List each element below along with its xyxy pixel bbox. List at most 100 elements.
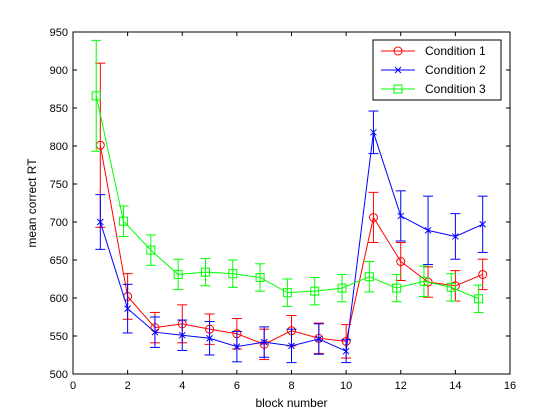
data-point (178, 331, 186, 339)
data-point (479, 220, 487, 228)
marker-stroke (342, 347, 350, 355)
series-3 (91, 39, 484, 313)
y-tick-label: 700 (50, 217, 68, 229)
x-tick-label: 12 (395, 380, 407, 392)
data-point (370, 128, 377, 136)
legend-item: Condition 2 (381, 63, 486, 77)
marker-stroke (151, 328, 159, 336)
data-point (260, 338, 268, 346)
marker-stroke (124, 305, 131, 312)
legend-item: Condition 1 (381, 44, 486, 58)
data-point (368, 212, 378, 222)
marker-stroke (206, 334, 213, 342)
x-tick-label: 8 (288, 380, 294, 392)
data-point-marker (228, 269, 238, 279)
data-point-marker (368, 212, 378, 222)
data-point-marker (260, 338, 268, 346)
x-tick-label: 16 (504, 380, 516, 392)
data-point-marker (124, 305, 131, 312)
data-point-marker (233, 343, 241, 350)
data-point (173, 269, 183, 279)
data-point (91, 91, 101, 101)
legend-label: Condition 1 (425, 44, 486, 58)
data-point-marker (255, 272, 265, 282)
y-tick-label: 800 (50, 141, 68, 153)
x-tick-label: 4 (179, 380, 185, 392)
data-point-marker (446, 282, 456, 292)
data-point-marker (364, 272, 374, 282)
x-tick-label: 6 (234, 380, 240, 392)
data-point-marker (396, 257, 406, 267)
data-point-marker (394, 66, 402, 74)
data-point (206, 334, 213, 342)
y-tick-label: 550 (50, 331, 68, 343)
marker-stroke (370, 128, 377, 136)
data-point (452, 233, 459, 240)
data-point-marker (119, 216, 129, 226)
data-point-marker (424, 227, 432, 234)
data-point-marker (342, 347, 350, 355)
data-point-marker (206, 334, 213, 342)
data-point (310, 286, 320, 296)
data-point (396, 257, 406, 267)
marker-stroke (233, 343, 241, 350)
series-line (95, 95, 479, 300)
data-point-marker (474, 294, 484, 304)
data-point (282, 288, 292, 298)
marker-stroke (260, 338, 268, 346)
data-point-marker (96, 218, 104, 226)
data-point-marker (337, 283, 347, 293)
data-point (364, 272, 374, 282)
marker-stroke (394, 66, 402, 74)
y-tick-label: 500 (50, 369, 68, 381)
data-point-marker (146, 245, 156, 255)
data-point (124, 305, 131, 312)
legend: Condition 1 Condition 2 Condition 3 (372, 39, 502, 101)
marker-stroke (397, 212, 405, 220)
data-point (392, 283, 402, 293)
marker-stroke (288, 342, 295, 350)
data-point-marker (393, 46, 403, 56)
y-tick-label: 650 (50, 255, 68, 267)
data-point-marker (397, 212, 405, 220)
y-axis-label: mean correct RT (25, 158, 39, 248)
legend-label: Condition 3 (425, 82, 486, 96)
data-point-marker (478, 269, 488, 279)
data-point-marker (310, 286, 320, 296)
data-point-marker (91, 91, 101, 101)
data-point-marker (392, 283, 402, 293)
data-point (233, 343, 241, 350)
data-point (478, 269, 488, 279)
data-point (474, 294, 484, 304)
data-point (96, 218, 104, 226)
y-tick-label: 900 (50, 65, 68, 77)
data-point-marker (315, 335, 323, 343)
y-tick-label: 750 (50, 179, 68, 191)
data-point (288, 342, 295, 350)
x-tick-label: 10 (340, 380, 352, 392)
data-point-marker (393, 84, 403, 94)
data-point (200, 267, 210, 277)
marker-stroke (479, 220, 487, 228)
marker-stroke (178, 331, 186, 339)
legend-item: Condition 3 (381, 82, 486, 96)
x-axis-label: block number (255, 396, 327, 410)
x-tick-label: 0 (70, 380, 76, 392)
data-point (315, 335, 323, 343)
marker-stroke (315, 335, 323, 343)
data-point-marker (479, 220, 487, 228)
data-point-marker (419, 276, 429, 286)
data-point (151, 328, 159, 336)
data-point (337, 283, 347, 293)
data-point (424, 227, 432, 234)
data-point (446, 282, 456, 292)
y-tick-label: 600 (50, 293, 68, 305)
data-point-marker (173, 269, 183, 279)
data-point (419, 276, 429, 286)
x-tick-label: 2 (125, 380, 131, 392)
legend-label: Condition 2 (425, 63, 486, 77)
data-point-marker (151, 328, 159, 336)
data-point (228, 269, 238, 279)
data-point (119, 216, 129, 226)
